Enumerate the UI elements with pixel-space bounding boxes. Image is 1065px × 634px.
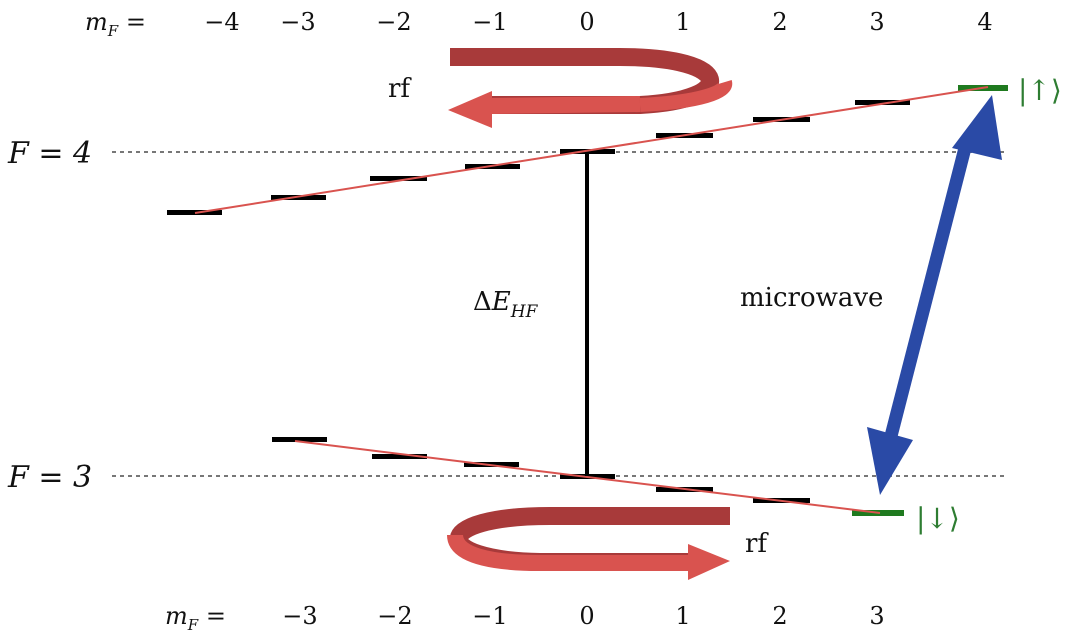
bottom-mf-label: 3 <box>869 602 884 630</box>
bottom-mf-axis: mF = −3 −2 −1 0 1 2 3 <box>165 602 885 634</box>
f4-sublevel <box>167 210 222 215</box>
rf-bottom-label: rf <box>745 529 769 559</box>
top-mf-label: −4 <box>204 8 239 36</box>
microwave-label: microwave <box>740 283 883 313</box>
rf-top-label: rf <box>388 74 412 104</box>
arrowhead-icon <box>952 95 1002 160</box>
f4-zeeman-line <box>194 86 989 214</box>
f4-label: F = 4 <box>7 136 92 171</box>
hyperfine-label: ΔEHF <box>473 287 539 322</box>
top-mf-prefix: mF = <box>85 8 146 40</box>
arrowhead-icon <box>867 427 913 495</box>
bottom-mf-label: −1 <box>472 602 507 630</box>
top-mf-label: −2 <box>376 8 411 36</box>
f3-label: F = 3 <box>7 460 92 495</box>
bottom-mf-label: 2 <box>772 602 787 630</box>
f3-sublevel <box>272 437 327 442</box>
bottom-mf-label: 1 <box>675 602 690 630</box>
bottom-mf-label: 0 <box>579 602 594 630</box>
state-up-label: |↑⟩ <box>1018 74 1062 107</box>
top-mf-axis: mF = −4 −3 −2 −1 0 1 2 3 4 <box>85 8 993 40</box>
arrowhead-icon <box>688 544 730 580</box>
microwave-arrow <box>867 95 1002 495</box>
top-mf-label: 0 <box>579 8 594 36</box>
bottom-mf-label: −3 <box>282 602 317 630</box>
top-mf-label: 3 <box>869 8 884 36</box>
top-mf-label: −3 <box>280 8 315 36</box>
top-mf-label: 4 <box>977 8 992 36</box>
f4-sublevel <box>855 100 910 105</box>
top-mf-label: 2 <box>772 8 787 36</box>
arrowhead-icon <box>448 91 492 128</box>
bottom-mf-label: −2 <box>377 602 412 630</box>
f4-sublevel <box>370 176 427 181</box>
bottom-mf-prefix: mF = <box>165 602 226 634</box>
f3-zeeman-line <box>294 440 881 514</box>
f3-sublevel <box>372 454 427 459</box>
rf-bottom-arrow <box>447 507 730 580</box>
state-down-label: |↓⟩ <box>916 502 960 535</box>
top-mf-label: 1 <box>675 8 690 36</box>
rf-top-arrow <box>448 48 733 128</box>
top-mf-label: −1 <box>472 8 507 36</box>
